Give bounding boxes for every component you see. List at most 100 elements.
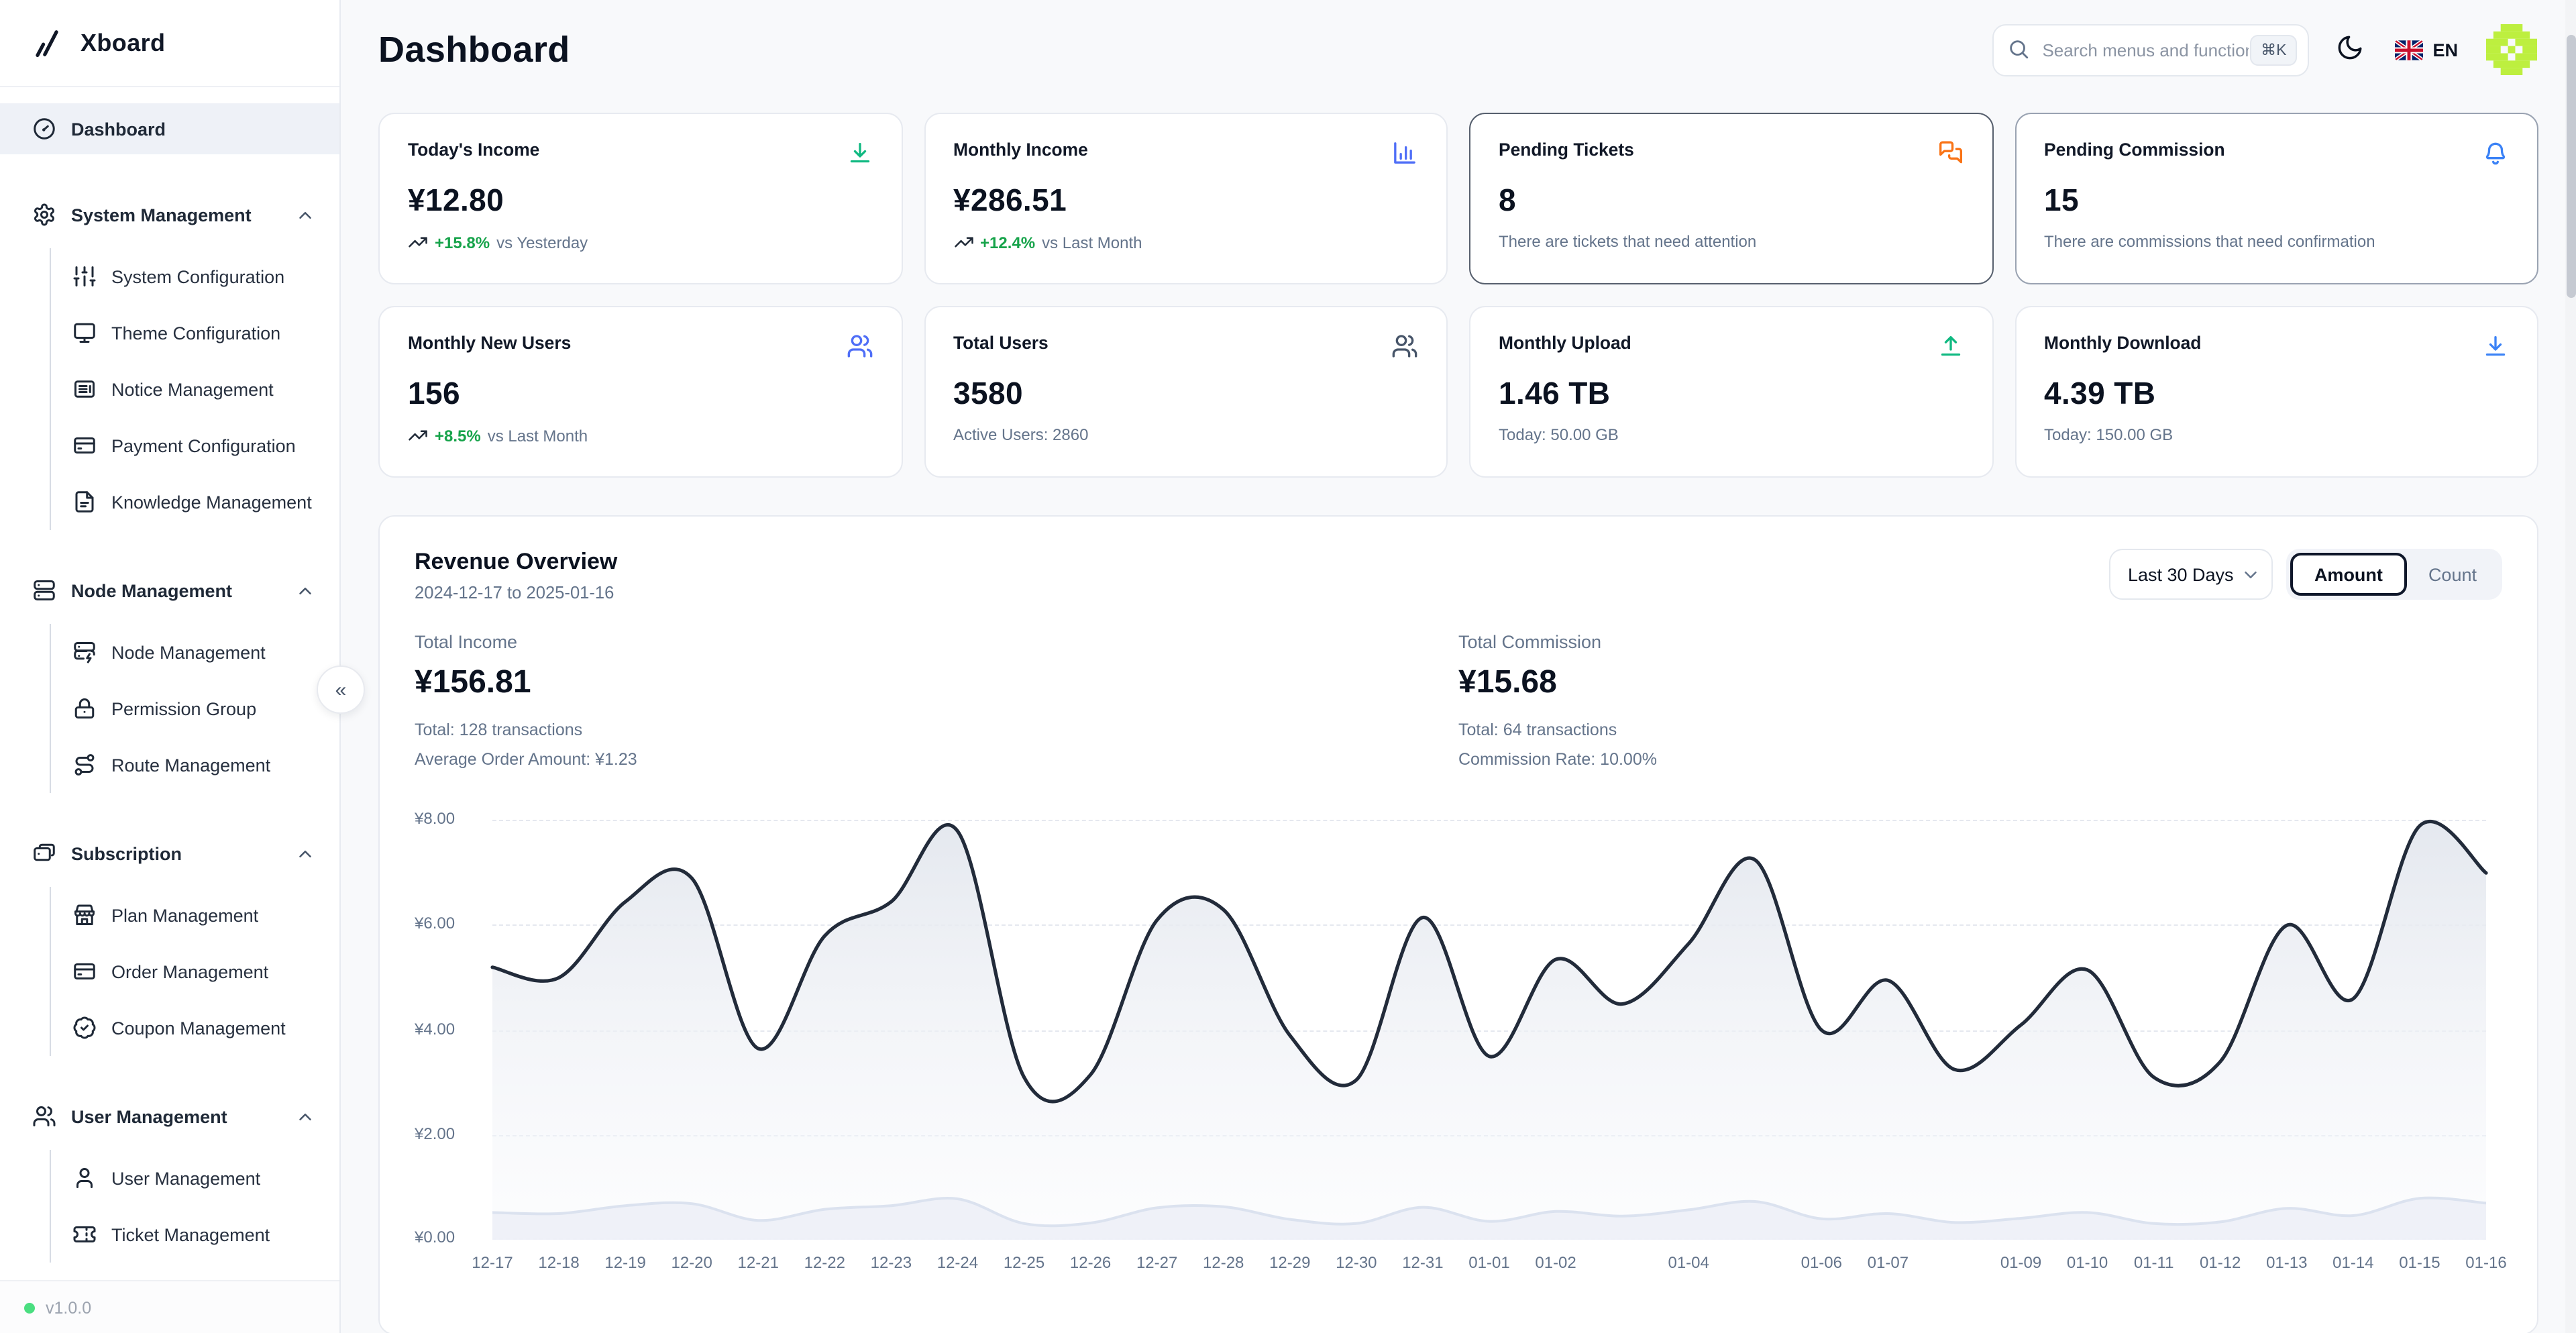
sidebar-group-system-management: System Management System Configuration The… (0, 189, 339, 530)
server-icon (32, 578, 56, 602)
stat-card-subtext: +15.8% vs Yesterday (408, 232, 873, 252)
sidebar-item-label: Ticket Management (111, 1224, 270, 1244)
window-scrollbar[interactable] (2565, 0, 2576, 1333)
scrollbar-thumb[interactable] (2566, 35, 2575, 298)
trend-suffix: vs Last Month (487, 426, 588, 445)
sidebar-item-route-management[interactable]: Route Management (51, 737, 339, 793)
credit-card-icon (72, 433, 97, 458)
chart-x-axis-label: 12-31 (1402, 1252, 1444, 1272)
chart-gridline (492, 1030, 2486, 1032)
sidebar-group-header-user-management[interactable]: User Management (0, 1091, 339, 1142)
sidebar-item-system-configuration[interactable]: System Configuration (51, 248, 339, 305)
sidebar-group-header-node-management[interactable]: Node Management (0, 565, 339, 616)
server-bolt-icon (72, 640, 97, 664)
search-input[interactable] (1992, 23, 2310, 76)
sidebar-item-plan-management[interactable]: Plan Management (51, 887, 339, 943)
chevron-up-icon (295, 205, 315, 225)
sidebar-item-order-management[interactable]: Order Management (51, 943, 339, 1000)
download-icon (2482, 333, 2509, 360)
stat-card-value: 8 (1499, 182, 1516, 217)
stat-card-monthly-upload: Monthly Upload 1.46 TB Today: 50.00 GB (1469, 306, 1993, 478)
sidebar-item-coupon-management[interactable]: Coupon Management (51, 1000, 339, 1056)
topbar: Dashboard ⌘K (378, 19, 2538, 81)
trending-up-icon (953, 232, 973, 252)
chart-x-axis-label: 01-12 (2200, 1252, 2241, 1272)
period-select-value: Last 30 Days (2127, 564, 2234, 584)
sidebar-item-label: Order Management (111, 961, 269, 981)
chart-x-axis-label: 12-27 (1136, 1252, 1178, 1272)
stat-card-monthly-new-users: Monthly New Users 156 +8.5% vs Last Month (378, 306, 902, 478)
chart-y-axis-label: ¥2.00 (415, 1124, 455, 1143)
chart-x-axis-label: 12-23 (870, 1252, 912, 1272)
chart-y-axis-label: ¥6.00 (415, 914, 455, 933)
sidebar-item-label: User Management (111, 1168, 261, 1188)
language-code: EN (2432, 40, 2458, 60)
stat-card-title: Pending Tickets (1499, 140, 1634, 160)
trending-up-icon (408, 425, 428, 445)
chart-x-axis-label: 01-10 (2066, 1252, 2108, 1272)
uk-flag-icon (2395, 40, 2424, 60)
sidebar-group-header-system-management[interactable]: System Management (0, 189, 339, 240)
view-toggle: Amount Count (2286, 549, 2502, 600)
chevron-up-icon (295, 580, 315, 600)
user-icon (72, 1166, 97, 1190)
sidebar-item-theme-configuration[interactable]: Theme Configuration (51, 305, 339, 361)
chart-x-axis-label: 01-15 (2399, 1252, 2440, 1272)
sidebar-item-ticket-management[interactable]: Ticket Management (51, 1206, 339, 1263)
sidebar-nav: Dashboard System Management System Configu… (0, 87, 339, 1280)
stat-card-title: Total Users (953, 333, 1049, 353)
users-icon (846, 333, 873, 360)
sidebar-group-children: System Configuration Theme Configuration N… (50, 248, 339, 530)
trend-value: +12.4% (980, 233, 1036, 252)
sidebar-item-dashboard[interactable]: Dashboard (0, 103, 339, 154)
stat-card-monthly-income: Monthly Income ¥286.51 +12.4% vs Last Month (924, 113, 1448, 284)
ticket-icon (72, 1222, 97, 1246)
badge-check-icon (72, 1016, 97, 1040)
sidebar-item-node-management[interactable]: Node Management (51, 624, 339, 680)
newspaper-icon (72, 377, 97, 401)
period-select[interactable]: Last 30 Days (2108, 549, 2273, 600)
sidebar-group-label: System Management (71, 205, 252, 225)
chart-x-axis-label: 12-18 (538, 1252, 580, 1272)
dark-mode-toggle[interactable] (2336, 34, 2368, 66)
chat-bubbles-icon (1937, 140, 1964, 166)
sidebar-item-permission-group[interactable]: Permission Group (51, 680, 339, 737)
sidebar-item-notice-management[interactable]: Notice Management (51, 361, 339, 417)
chart-x-axis-label: 12-30 (1336, 1252, 1377, 1272)
sidebar-item-label: Node Management (111, 642, 266, 662)
user-avatar[interactable] (2485, 23, 2538, 76)
monitor-icon (72, 321, 97, 345)
chart-x-axis-label: 12-21 (737, 1252, 779, 1272)
stats-grid: Today's Income ¥12.80 +15.8% vs Yesterday Mo… (378, 113, 2538, 478)
sidebar-group-children: User Management Ticket Management (50, 1150, 339, 1263)
total-income-meta: Total: 128 transactions Average Order Am… (415, 721, 637, 769)
chart-x-axis-label: 12-25 (1003, 1252, 1045, 1272)
sidebar-group-header-subscription[interactable]: Subscription (0, 828, 339, 879)
gear-icon (32, 203, 56, 227)
sidebar-item-payment-configuration[interactable]: Payment Configuration (51, 417, 339, 474)
chevron-up-icon (295, 843, 315, 863)
store-icon (72, 903, 97, 927)
view-toggle-amount[interactable]: Amount (2290, 553, 2407, 596)
chart-x-axis: 12-17 12-18 12-19 12-20 12-21 12-22 12-23 12-24… (472, 1252, 2506, 1280)
sidebar: Xboard Dashboard System Management System … (0, 0, 341, 1333)
language-selector[interactable]: EN (2395, 40, 2458, 60)
stat-card-today-s-income: Today's Income ¥12.80 +15.8% vs Yesterday (378, 113, 902, 284)
chart-gridline (492, 924, 2486, 926)
chart-x-axis-label: 01-09 (2000, 1252, 2042, 1272)
total-income-value: ¥156.81 (415, 664, 531, 700)
sidebar-group-label: User Management (71, 1106, 227, 1126)
chart-x-axis-label: 12-26 (1069, 1252, 1112, 1272)
sidebar-item-user-management[interactable]: User Management (51, 1150, 339, 1206)
revenue-overview-card: Revenue Overview 2024-12-17 to 2025-01-1… (378, 515, 2538, 1333)
stat-card-title: Today's Income (408, 140, 540, 160)
sidebar-collapse-button[interactable]: « (317, 665, 365, 714)
sidebar-item-label: Knowledge Management (111, 492, 312, 512)
chart-x-axis-label: 01-13 (2266, 1252, 2308, 1272)
chart-x-axis-label: 01-04 (1668, 1252, 1709, 1272)
stat-card-title: Pending Commission (2044, 140, 2225, 160)
sidebar-group-label: Node Management (71, 580, 233, 600)
view-toggle-count[interactable]: Count (2428, 564, 2477, 584)
sidebar-item-knowledge-management[interactable]: Knowledge Management (51, 474, 339, 530)
